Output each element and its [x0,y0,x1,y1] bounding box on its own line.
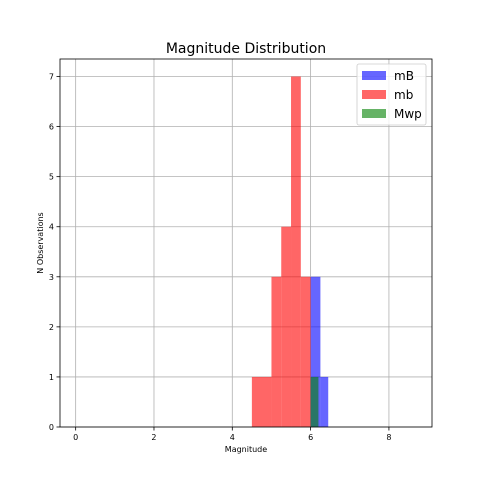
bar-mb-0 [251,376,272,427]
legend: mB mb Mwp [356,63,427,126]
y-tick-label: 6 [49,123,54,132]
legend-label-mB: mB [394,69,414,83]
bar-mB-1 [320,376,329,427]
bar-Mwp-0 [310,376,319,427]
bar-mb-2 [281,226,292,427]
x-tick-label: 2 [151,433,156,442]
bars [251,76,329,428]
y-tick-label: 5 [49,173,54,182]
y-axis-label: N Observations [36,212,45,273]
x-tick-label: 0 [73,433,78,442]
y-tick-label: 7 [49,73,54,82]
legend-swatch-mb [362,90,386,99]
x-tick-label: 8 [386,433,391,442]
y-tick-label: 3 [49,273,54,282]
x-tick-label: 6 [308,433,313,442]
bar-mB-0 [310,276,321,427]
bar-mb-1 [271,276,282,427]
axis-ticks: 0 2 4 6 8 0 1 2 3 4 5 6 7 [49,73,392,442]
x-tick-label: 4 [230,433,235,442]
y-tick-label: 2 [49,323,54,332]
legend-swatch-mB [362,71,386,80]
x-axis-label: Magnitude [225,445,267,454]
legend-label-mb: mb [394,88,413,102]
plot-frame [59,58,433,428]
chart-title: Magnitude Distribution [166,41,326,57]
y-tick-label: 1 [49,373,54,382]
y-tick-label: 0 [49,423,54,432]
legend-label-Mwp: Mwp [394,107,422,121]
bar-mb-4 [300,276,311,427]
bar-mb-3 [291,76,301,428]
legend-swatch-Mwp [362,109,386,118]
y-tick-label: 4 [49,223,54,232]
